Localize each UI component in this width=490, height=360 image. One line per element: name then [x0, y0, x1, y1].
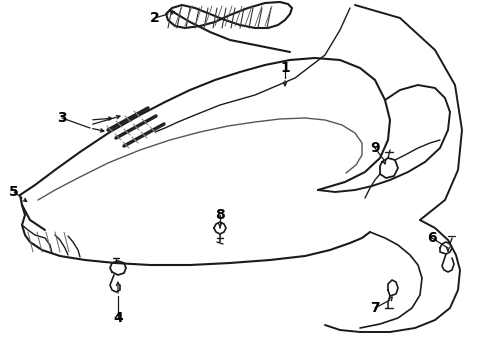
Text: 4: 4: [113, 311, 123, 325]
Text: 9: 9: [370, 141, 380, 155]
Text: 6: 6: [427, 231, 437, 245]
Text: 8: 8: [215, 208, 225, 222]
Text: 3: 3: [57, 111, 67, 125]
Text: 7: 7: [370, 301, 380, 315]
Text: 1: 1: [280, 61, 290, 75]
Text: 2: 2: [150, 11, 160, 25]
Text: 5: 5: [9, 185, 19, 199]
